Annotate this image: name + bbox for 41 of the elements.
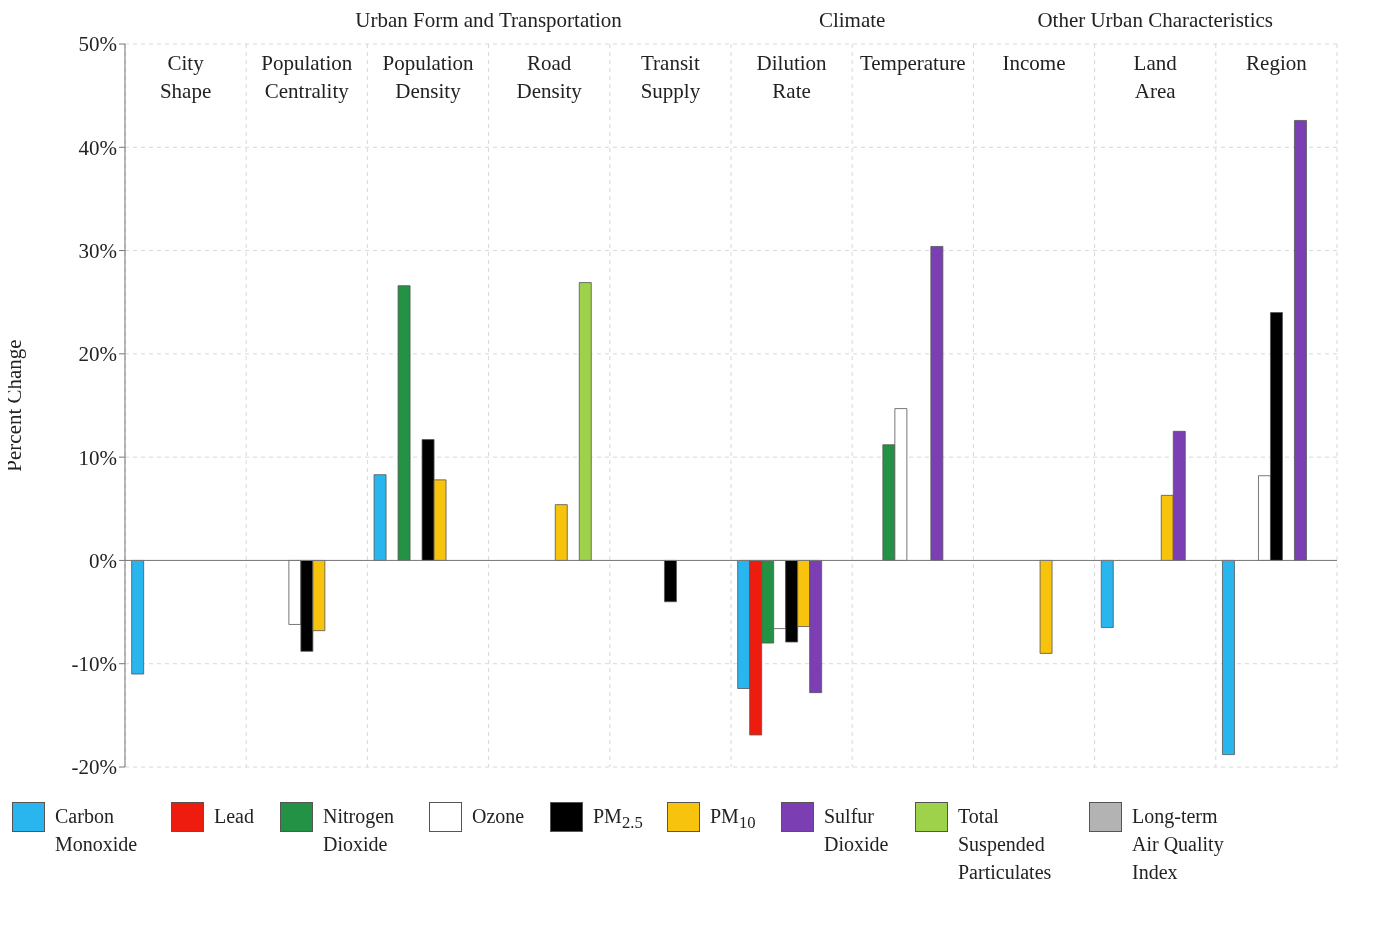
- text: Climate: [818, 8, 886, 32]
- y-tick-label: 50%: [78, 32, 117, 57]
- y-tick-label: 10%: [78, 445, 117, 470]
- x-tick-label: Population Centrality: [261, 51, 353, 103]
- bar: [930, 246, 944, 561]
- bar: [1222, 560, 1235, 756]
- text: Urban Form and Transportation: [354, 8, 623, 33]
- legend-label: Total Suspended Particulates: [958, 804, 1053, 885]
- text: Other Urban Characteristics: [1036, 8, 1274, 33]
- bar: [373, 474, 387, 561]
- x-tick-label: Transit Supply: [640, 51, 701, 103]
- legend-label: Ozone: [472, 804, 526, 829]
- legend-label: Lead: [214, 804, 255, 829]
- x-tick-label: City Shape: [159, 51, 212, 103]
- y-tick-label: -20%: [71, 755, 117, 780]
- x-tick-label: Road Density: [516, 51, 583, 103]
- x-tick-label: Population Density: [382, 51, 474, 103]
- legend-label: Long-term Air Quality Index: [1132, 804, 1225, 885]
- y-tick-label: -10%: [71, 652, 117, 677]
- legend-label: Sulfur Dioxide: [824, 804, 890, 857]
- y-tick-label: 20%: [78, 342, 117, 367]
- bar: [131, 560, 145, 675]
- x-tick-label: Land Area: [1133, 51, 1178, 103]
- y-tick-label: 40%: [78, 135, 117, 160]
- y-tick-label: 0%: [89, 548, 117, 573]
- y-tick-label: 30%: [78, 239, 117, 264]
- bar: [1100, 560, 1114, 628]
- bar: [578, 282, 592, 561]
- legend-label: Carbon Monoxide: [55, 804, 139, 857]
- x-tick-label: Region: [1246, 51, 1308, 75]
- bar: [1294, 120, 1307, 561]
- x-tick-label: Dilution Rate: [756, 51, 828, 103]
- legend-label: Nitrogen Dioxide: [323, 804, 396, 857]
- bar: [664, 560, 677, 603]
- bar: [554, 504, 568, 561]
- bar: [397, 285, 411, 561]
- x-tick-label: Temperature: [859, 51, 966, 75]
- x-tick-label: Income: [1002, 51, 1066, 75]
- legend-label: PM$_{2.5}$: [593, 804, 644, 834]
- bar: [1039, 560, 1053, 654]
- legend-label: PM$_{10}$: [710, 804, 757, 834]
